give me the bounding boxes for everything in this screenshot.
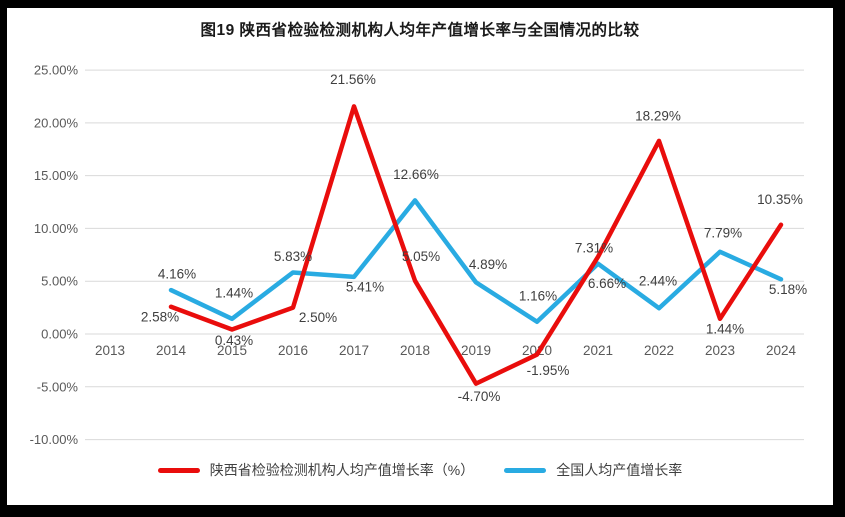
data-label: 1.44% [706, 321, 744, 336]
data-label: 0.43% [215, 333, 253, 348]
data-label: 10.35% [757, 192, 803, 207]
y-tick-label: -10.00% [30, 432, 79, 447]
y-tick-label: 10.00% [34, 221, 79, 236]
y-tick-label: 0.00% [41, 327, 78, 342]
data-label: 2.50% [299, 310, 337, 325]
data-label: -1.95% [527, 363, 570, 378]
x-tick-label: 2021 [583, 343, 613, 358]
red-line-swatch-icon [157, 467, 200, 473]
x-tick-label: 2024 [766, 343, 797, 358]
x-tick-label: 2014 [156, 343, 187, 358]
chart-title: 图19 陕西省检验检测机构人均年产值增长率与全国情况的比较 [200, 22, 640, 39]
x-tick-label: 2019 [461, 343, 491, 358]
x-tick-label: 2023 [705, 343, 735, 358]
x-tick-label: 2018 [400, 343, 430, 358]
data-label: 7.31% [575, 240, 613, 255]
data-label: 4.89% [469, 257, 507, 272]
line-chart: 25.00% 20.00% 15.00% 10.00% 5.00% 0.00% -5.00%… [30, 63, 808, 447]
x-tick-label: 2013 [95, 343, 125, 358]
data-label: -4.70% [458, 389, 501, 404]
y-tick-label: 25.00% [34, 63, 79, 78]
data-label: 5.18% [769, 282, 807, 297]
chart-legend: 陕西省检验检测机构人均产值增长率（%） 全国人均产值增长率 [7, 460, 833, 480]
data-label: 21.56% [330, 72, 376, 87]
blue-line-swatch-icon [504, 467, 547, 473]
x-tick-label: 2015 [217, 343, 247, 358]
data-label: 5.05% [402, 249, 440, 264]
data-label: 18.29% [635, 108, 681, 123]
y-tick-label: 5.00% [41, 274, 78, 289]
chart-card: 图19 陕西省检验检测机构人均年产值增长率与全国情况的比较 25.00% 20.0… [7, 8, 833, 505]
legend-item-national: 全国人均产值增长率 [504, 460, 682, 480]
data-label: 6.66% [588, 276, 626, 291]
data-label: 5.83% [274, 249, 312, 264]
data-label: 2.58% [141, 309, 179, 324]
y-tick-label: -5.00% [37, 379, 79, 394]
data-label: 4.16% [158, 267, 196, 282]
series-line [168, 198, 784, 325]
data-label: 2.44% [639, 274, 677, 289]
series-line [168, 104, 784, 386]
legend-label-national: 全国人均产值增长率 [556, 462, 683, 478]
data-label: 1.44% [215, 285, 253, 300]
legend-item-shaanxi: 陕西省检验检测机构人均产值增长率（%） [157, 460, 475, 480]
data-label: 5.41% [346, 279, 384, 294]
x-tick-label: 2017 [339, 343, 369, 358]
data-label: 1.16% [519, 288, 557, 303]
data-label: 12.66% [393, 167, 439, 182]
legend-label-shaanxi: 陕西省检验检测机构人均产值增长率（%） [209, 462, 475, 478]
x-tick-label: 2016 [278, 343, 308, 358]
y-tick-label: 20.00% [34, 115, 79, 130]
data-label: 7.79% [704, 225, 742, 240]
x-tick-label: 2022 [644, 343, 674, 358]
y-tick-label: 15.00% [34, 168, 79, 183]
